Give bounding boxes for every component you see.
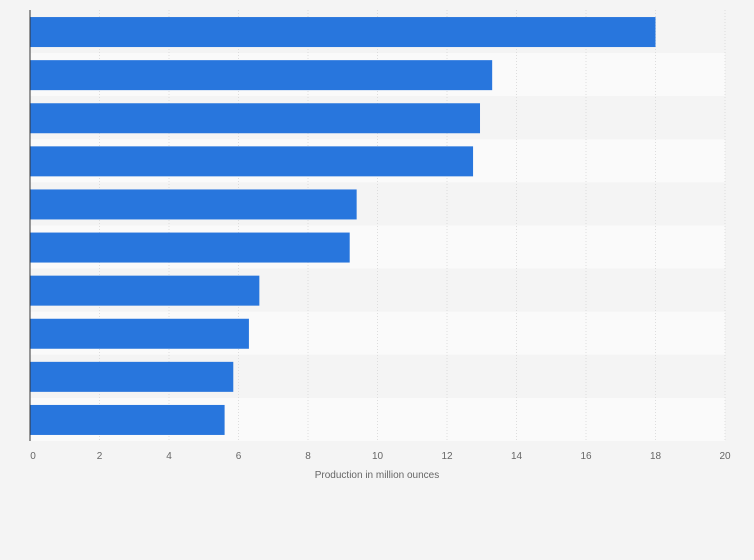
x-tick-label: 6 xyxy=(236,451,242,462)
x-axis-title: Production in million ounces xyxy=(315,470,440,481)
bar[interactable] xyxy=(30,318,249,349)
x-tick-label: 2 xyxy=(97,451,103,462)
bar[interactable] xyxy=(30,189,357,220)
bar[interactable] xyxy=(30,60,493,91)
bar[interactable] xyxy=(30,103,481,134)
x-tick-label: 4 xyxy=(166,451,172,462)
bar[interactable] xyxy=(30,361,234,392)
x-tick-label: 10 xyxy=(372,451,384,462)
x-tick-label: 20 xyxy=(719,451,731,462)
x-tick-labels: 0 2 4 6 8 10 12 14 16 18 20 xyxy=(30,451,731,462)
bars xyxy=(30,17,656,435)
bar[interactable] xyxy=(30,146,474,177)
x-tick-label: 14 xyxy=(511,451,523,462)
x-tick-label: 0 xyxy=(30,451,36,462)
bar[interactable] xyxy=(30,232,350,263)
x-tick-label: 12 xyxy=(441,451,453,462)
bar[interactable] xyxy=(30,275,260,306)
x-tick-label: 8 xyxy=(305,451,311,462)
x-tick-label: 16 xyxy=(580,451,592,462)
bar[interactable] xyxy=(30,404,225,435)
x-tick-label: 18 xyxy=(650,451,662,462)
bar[interactable] xyxy=(30,17,656,48)
